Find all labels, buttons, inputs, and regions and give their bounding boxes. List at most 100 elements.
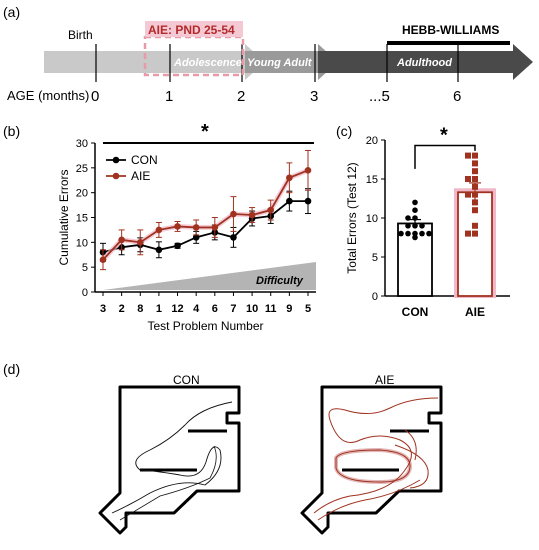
maze-path-aie <box>317 479 421 521</box>
aie-window-box <box>143 35 245 77</box>
data-point-aie <box>267 206 275 214</box>
birth-label: Birth <box>68 28 93 42</box>
y-tick-label: 10 <box>366 213 378 225</box>
data-point-con <box>192 234 200 241</box>
panel-a-label: (a) <box>3 4 20 20</box>
data-point-aie <box>472 191 478 198</box>
y-tick-label: 0 <box>372 291 378 303</box>
data-point-aie <box>472 207 478 214</box>
data-point-aie <box>286 174 293 182</box>
y-tick-label: 30 <box>76 138 88 150</box>
data-point-aie <box>174 223 181 230</box>
y-axis-label: Cumulative Errors <box>57 169 71 265</box>
x-tick-label: 4 <box>193 303 200 315</box>
panel-b-label: (b) <box>3 123 20 139</box>
x-tick-label: 9 <box>286 303 292 315</box>
maze-path-con <box>119 445 217 521</box>
timeline <box>44 44 533 82</box>
data-point-aie <box>155 226 163 234</box>
y-tick-label: 15 <box>366 174 378 186</box>
maze-con-title: CON <box>173 373 200 387</box>
data-point-aie <box>465 152 471 159</box>
x-tick-label: AIE <box>465 305 485 319</box>
x-tick-label: 1 <box>156 303 162 315</box>
dark-arrow <box>318 44 533 80</box>
age-tick: 0 <box>91 88 99 105</box>
legend-label: AIE <box>131 169 150 183</box>
legend-label: CON <box>131 153 158 167</box>
line-chart: Difficulty 0 5 10 15 20 25 30 3 2 8 1 12 4 6 7 10 11 9 5 Tes… <box>57 138 316 333</box>
data-point-con <box>412 215 418 221</box>
y-tick-label: 25 <box>76 163 88 175</box>
data-point-con <box>426 230 432 237</box>
data-point-aie <box>472 230 478 237</box>
difficulty-label: Difficulty <box>256 275 304 287</box>
age-tick: 1 <box>165 88 173 105</box>
data-point-aie <box>465 191 471 198</box>
x-tick-label: 6 <box>212 303 218 315</box>
data-point-con <box>412 223 418 229</box>
panel-d-label: (d) <box>3 361 20 377</box>
data-point-aie <box>136 239 144 246</box>
data-point-aie <box>465 230 471 237</box>
maze-aie <box>300 385 443 535</box>
data-point-con <box>304 197 312 205</box>
y-tick-label: 0 <box>82 287 88 299</box>
y-axis-label: Total Errors (Test 12) <box>345 162 359 273</box>
data-point-aie <box>211 224 219 231</box>
significance-bracket <box>414 144 476 169</box>
maze-path-aie <box>394 429 429 489</box>
significance-star-c: * <box>440 124 448 146</box>
x-tick-label: 8 <box>137 303 143 315</box>
stage-young-adult: Young Adult <box>247 57 313 69</box>
maze-aie-title: AIE <box>375 373 394 387</box>
y-tick-label: 5 <box>82 262 88 274</box>
data-point-aie <box>304 167 312 174</box>
data-point-aie <box>472 160 478 167</box>
x-tick-label: 12 <box>171 303 183 315</box>
data-point-con <box>286 197 293 205</box>
data-point-con <box>412 230 418 237</box>
data-point-con <box>230 234 237 241</box>
data-point-con <box>405 223 411 229</box>
data-point-con <box>155 246 163 254</box>
hebb-label: HEBB-WILLIAMS <box>402 23 499 37</box>
panel-c-label: (c) <box>336 123 352 139</box>
legend-marker <box>112 172 120 180</box>
data-point-aie <box>472 176 478 182</box>
y-tick-label: 5 <box>372 252 378 264</box>
data-point-con <box>412 199 418 206</box>
data-point-con <box>405 215 411 221</box>
data-point-con <box>174 242 181 250</box>
data-point-aie <box>472 168 478 175</box>
x-axis-label: Test Problem Number <box>147 319 263 333</box>
data-point-con <box>419 223 425 229</box>
data-point-aie <box>472 222 478 229</box>
stage-adulthood: Adulthood <box>396 57 452 69</box>
maze-path-con <box>111 401 233 514</box>
x-tick-label: 7 <box>230 303 236 315</box>
x-tick-label: 5 <box>305 303 311 315</box>
data-point-aie <box>248 211 256 219</box>
maze-con <box>98 385 241 535</box>
data-point-aie <box>472 199 478 206</box>
x-tick-label: 11 <box>265 303 277 315</box>
age-tick: 2 <box>237 88 245 105</box>
x-tick-label: CON <box>402 305 429 319</box>
maze-wall <box>300 385 443 535</box>
age-tick: 3 <box>310 88 318 105</box>
data-point-con <box>412 234 418 241</box>
light-arrow <box>44 44 265 80</box>
age-axis-label: AGE (months) <box>7 88 89 103</box>
stage-adolescence: Adolescence <box>173 57 242 69</box>
data-point-aie <box>465 176 471 182</box>
significance-star-b: * <box>201 121 209 143</box>
difficulty-wedge <box>103 262 316 290</box>
age-tick: ...5 <box>369 88 390 105</box>
data-point-aie <box>118 236 125 244</box>
data-point-aie <box>472 152 478 159</box>
data-point-con <box>398 230 404 237</box>
y-tick-label: 15 <box>76 213 88 225</box>
bar-chart: 0 5 10 15 20 Total Errors (Test 12) CON AIE * <box>345 124 510 319</box>
